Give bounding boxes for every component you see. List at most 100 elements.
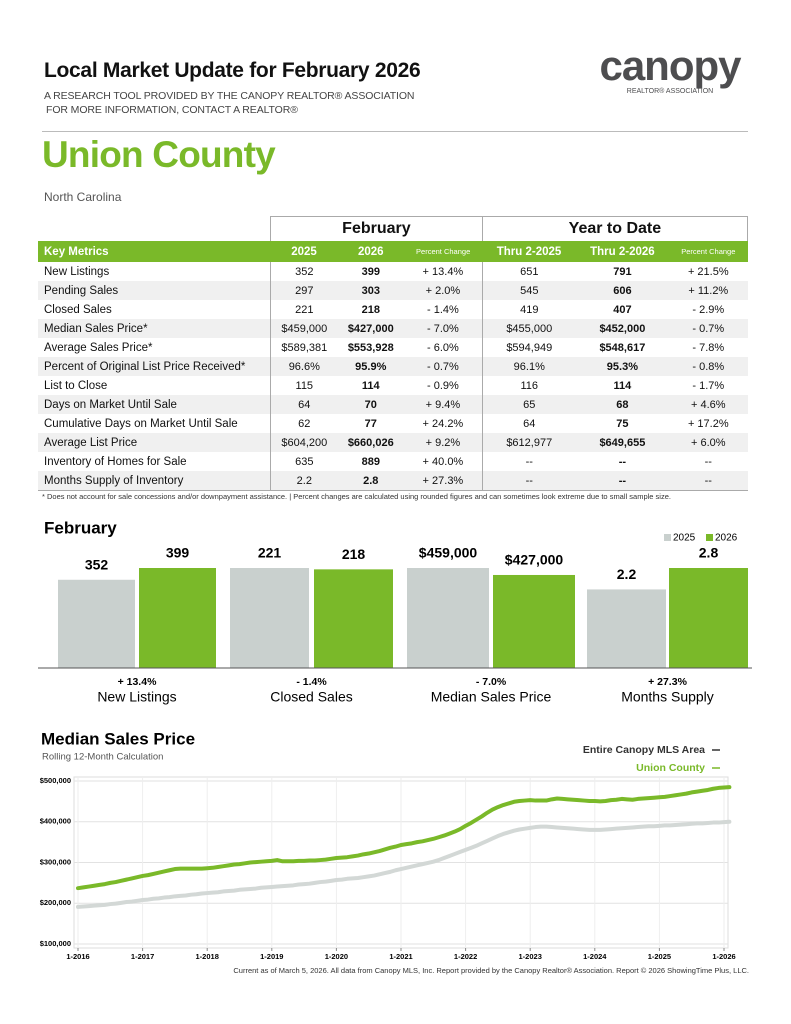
category-label: New Listings [97, 689, 176, 705]
bar [139, 568, 216, 668]
metric-value: 635 [269, 452, 338, 471]
metric-value: - 1.4% [426, 303, 459, 316]
y-tick-label: $200,000 [40, 898, 71, 907]
table-row: Closed Sales 221 218 - 1.4% 419 407 - 2.9% [38, 300, 748, 319]
column-header: Percent Change [403, 241, 483, 262]
header-row: Key Metrics 2025 2026 Percent Change Thru 2-… [38, 241, 748, 262]
metric-value: 114 [613, 379, 632, 392]
metric-value: 221 [269, 300, 338, 319]
subtitle-line: A RESEARCH TOOL PROVIDED BY THE CANOPY R… [44, 90, 415, 102]
metric-value: $459,000 [269, 319, 338, 338]
metric-name: Median Sales Price* [38, 319, 271, 338]
metric-name: Months Supply of Inventory [38, 471, 271, 491]
metric-value: + 40.0% [422, 455, 464, 468]
percent-change: + 27.3% [648, 676, 687, 688]
bar [669, 568, 748, 668]
value-label: $459,000 [419, 545, 478, 561]
metric-name: Inventory of Homes for Sale [44, 455, 187, 468]
legend-label: Entire Canopy MLS Area [583, 744, 705, 756]
metric-value: + 17.2% [687, 417, 729, 430]
metric-value: $660,026 [337, 433, 404, 452]
metric-value: - 2.9% [692, 303, 725, 316]
metric-value: + 13.4% [422, 265, 464, 278]
metric-name: List to Close [44, 379, 108, 392]
metric-value: + 4.6% [669, 395, 748, 414]
x-tick-label: 1-2020 [325, 952, 348, 961]
metric-name: New Listings [44, 265, 110, 278]
bar [493, 574, 575, 668]
y-tick-label: $300,000 [40, 857, 71, 866]
bar [314, 569, 393, 668]
metric-value: 68 [575, 395, 670, 414]
x-tick-label: 1-2022 [454, 952, 477, 961]
chart-title: February [44, 518, 117, 537]
metric-value: $427,000 [337, 319, 404, 338]
table-row: Months Supply of Inventory 2.2 2.8 + 27.3% -… [38, 471, 748, 491]
metric-value: $455,000 [481, 319, 576, 338]
metric-value: -- [575, 471, 670, 491]
table-row: Percent of Original List Price Received*… [38, 357, 748, 376]
table-body: New Listings 352 399 + 13.4% 651 791 + 21.5% Pe… [38, 262, 748, 491]
metric-value: 791 [613, 265, 632, 278]
metric-name: Days on Market Until Sale [38, 395, 271, 414]
metric-value: $604,200 [269, 433, 338, 452]
footnote: * Does not account for sale concessions … [42, 492, 671, 501]
metric-value: 651 [481, 262, 576, 281]
x-tick-label: 1-2018 [196, 952, 219, 961]
chart-subtitle: Rolling 12-Month Calculation [42, 752, 163, 763]
percent-change: - 1.4% [296, 676, 327, 688]
metric-value: + 24.2% [422, 417, 464, 430]
metric-value: + 6.0% [669, 433, 748, 452]
metric-value: - 1.7% [692, 379, 725, 392]
series-line [76, 819, 732, 909]
metric-value: 75 [616, 417, 629, 430]
metric-name: Average List Price [38, 433, 271, 452]
metric-value: $452,000 [575, 319, 670, 338]
metric-value: 114 [361, 379, 380, 392]
metric-value: 96.6% [269, 357, 338, 376]
blank [38, 217, 271, 242]
logo-tagline: REALTOR® ASSOCIATION [626, 88, 714, 95]
table-row: Cumulative Days on Market Until Sale 62 77… [38, 414, 748, 433]
x-tick-label: 1-2025 [648, 952, 671, 961]
chart-title: Median Sales Price [41, 729, 195, 748]
metric-value: + 21.5% [687, 265, 729, 278]
group-header: Year to Date [481, 216, 749, 241]
legend-swatch [706, 534, 713, 541]
value-label: 2.2 [617, 566, 637, 582]
metric-value: 407 [613, 303, 632, 316]
metric-value: 419 [481, 300, 576, 319]
metric-value: - 6.0% [426, 341, 459, 354]
footer: Current as of March 5, 2026. All data fr… [233, 966, 749, 975]
percent-change: + 13.4% [118, 676, 157, 688]
metric-value: + 27.3% [403, 471, 483, 491]
x-tick-label: 1-2023 [519, 952, 542, 961]
x-tick-label: 1-2017 [131, 952, 154, 961]
table-row: Median Sales Price* $459,000 $427,000- 7.0… [38, 319, 748, 338]
table-row: Pending Sales 297 303 + 2.0% 545 606 + 11.2% [38, 281, 748, 300]
x-tick-label: 1-2021 [389, 952, 412, 961]
metric-value: -- [704, 455, 712, 468]
metric-value: $548,617 [599, 341, 646, 354]
category-label: Median Sales Price [431, 689, 552, 705]
column-header: Thru 2-2026 [575, 241, 670, 262]
metric-value: 2.8 [337, 471, 404, 491]
bar [407, 568, 489, 668]
metric-name: Average Sales Price* [44, 341, 153, 354]
logo-word: canopy [599, 42, 741, 89]
metric-value: $612,977 [481, 433, 576, 452]
bar [587, 589, 666, 668]
value-label: 352 [85, 556, 109, 572]
metric-value: 2.2 [269, 471, 338, 491]
column-header: 2025 [270, 241, 338, 262]
metric-value: - 7.8% [692, 341, 725, 354]
metric-value: -- [481, 471, 576, 491]
category-label: Months Supply [621, 689, 714, 705]
column-header: Key Metrics [38, 241, 271, 262]
metric-name: Closed Sales [44, 303, 112, 316]
metric-value: 77 [364, 417, 377, 430]
metric-value: 96.1% [481, 357, 576, 376]
metric-value: 399 [361, 265, 380, 278]
legend-label: 2026 [715, 533, 738, 544]
